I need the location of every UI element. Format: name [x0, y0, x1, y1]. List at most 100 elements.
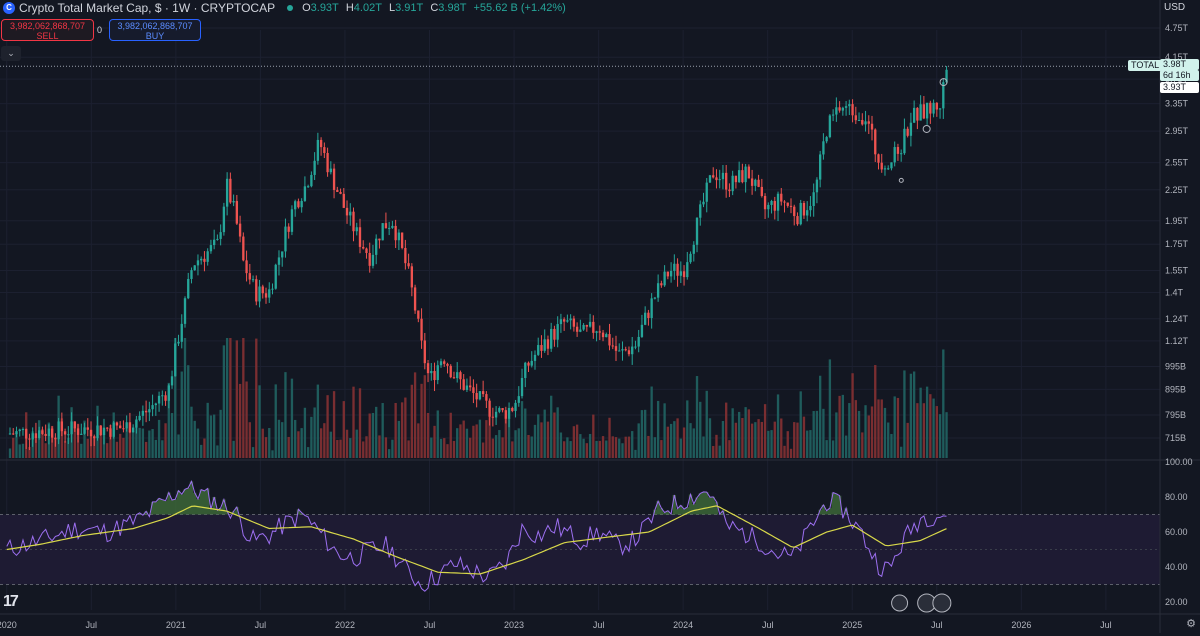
candle-body: [598, 331, 601, 333]
candle-body: [802, 202, 806, 216]
volume-bar: [297, 431, 300, 458]
sell-button[interactable]: 3,982,062,868,707 SELL: [1, 19, 94, 41]
volume-bar: [575, 424, 579, 458]
buy-button[interactable]: 3,982,062,868,707 BUY: [109, 19, 201, 41]
volume-bar: [300, 428, 303, 458]
volume-bar: [485, 420, 488, 458]
volume-bar: [310, 416, 313, 458]
volume-bar: [352, 386, 355, 458]
candle-body: [498, 408, 501, 412]
candle-body: [524, 362, 527, 378]
volume-bar: [689, 423, 692, 458]
volume-bar: [80, 443, 83, 458]
candle-body: [161, 395, 164, 397]
volume-bar: [848, 403, 851, 458]
candle-body: [919, 104, 922, 121]
candle-body: [841, 107, 845, 111]
candle-body: [857, 120, 861, 122]
candle-body: [345, 207, 349, 216]
volume-bar: [281, 422, 284, 458]
volume-bar: [773, 421, 776, 458]
volume-bar: [407, 440, 410, 458]
volume-bar: [426, 412, 430, 458]
volume-bar: [358, 388, 362, 458]
price-tick-label: 1.12T: [1165, 336, 1189, 346]
volume-bar: [34, 435, 38, 458]
volume-bar: [520, 401, 524, 458]
collapse-chevron-icon[interactable]: ⌄: [1, 46, 21, 61]
volume-bar: [44, 443, 47, 458]
volume-bar: [815, 410, 819, 458]
time-tick-label: 2024: [673, 620, 693, 630]
candle-body: [54, 437, 57, 440]
candle-body: [883, 168, 887, 170]
candle-body: [838, 107, 841, 111]
candle-body: [925, 102, 929, 119]
candle-body: [942, 82, 945, 109]
candle-body: [323, 147, 326, 153]
close-value: 3.98T: [438, 2, 467, 14]
candle-body: [916, 107, 919, 121]
volume-bar: [329, 431, 332, 458]
candle-body: [851, 104, 854, 116]
volume-bar: [786, 431, 789, 458]
price-tick-label: 715B: [1165, 433, 1186, 443]
volume-bar: [472, 425, 475, 458]
candle-body: [303, 186, 307, 201]
candle-body: [695, 217, 699, 245]
volume-bar: [109, 424, 112, 458]
candle-body: [828, 115, 832, 138]
candle-body: [848, 104, 851, 107]
candle-body: [310, 174, 313, 187]
candle-body: [144, 410, 148, 413]
volume-bar: [387, 449, 391, 458]
settings-gear-icon[interactable]: ⚙: [1186, 618, 1196, 630]
candle-body: [679, 271, 682, 276]
candle-body: [789, 205, 793, 207]
volume-bar: [932, 398, 935, 458]
candle-body: [559, 319, 563, 325]
candle-body: [822, 141, 825, 155]
currency-selector[interactable]: USD: [1164, 2, 1186, 13]
volume-bar: [728, 440, 731, 458]
candle-body: [796, 216, 799, 225]
rsi-pane[interactable]: [0, 480, 1160, 592]
candlesticks[interactable]: [8, 66, 948, 451]
candle-body: [624, 349, 627, 351]
volume-bar: [242, 338, 245, 458]
candle-body: [689, 253, 692, 263]
candle-body: [809, 205, 812, 211]
symbol-title[interactable]: Crypto Total Market Cap, $ · 1W · CRYPTO…: [19, 1, 276, 15]
volume-bar: [870, 406, 874, 458]
volume-bar: [423, 375, 426, 458]
volume-bar: [514, 430, 517, 458]
candle-body: [663, 271, 666, 286]
volume-bar: [264, 437, 268, 458]
tradingview-logo-icon[interactable]: 17: [3, 593, 19, 610]
candle-body: [50, 428, 54, 438]
candle-body: [206, 251, 209, 262]
rsi-tick-label: 80.00: [1165, 492, 1188, 502]
candle-body: [644, 312, 647, 325]
candle-body: [200, 258, 203, 261]
volume-bar: [443, 438, 446, 458]
candle-body: [893, 147, 896, 163]
candle-body: [420, 318, 423, 341]
volume-bar: [131, 431, 135, 458]
volume-bar: [125, 429, 128, 458]
volume-bar: [404, 397, 407, 458]
volume-bar: [634, 449, 637, 458]
candle-body: [459, 372, 462, 380]
volume-bar: [705, 390, 708, 458]
volume-bar: [28, 446, 31, 458]
candle-body: [436, 365, 439, 381]
candle-body: [637, 336, 640, 347]
volume-bar: [433, 425, 436, 458]
volume-bar: [682, 427, 686, 458]
volume-bar: [462, 420, 465, 458]
candle-body: [887, 168, 890, 170]
candle-body: [734, 175, 738, 183]
candle-body: [812, 192, 815, 206]
